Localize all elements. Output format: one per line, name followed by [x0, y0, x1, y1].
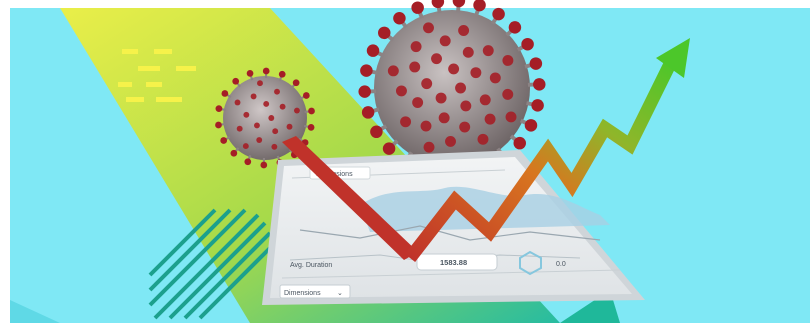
virus-surface-protein [484, 113, 496, 125]
corner-shade [10, 300, 60, 323]
virus-surface-protein [268, 115, 275, 121]
virus-surface-protein [242, 143, 249, 150]
virus-surface-protein [460, 100, 472, 112]
falling-trend-line [282, 136, 418, 260]
tablet-right-value: 0.0 [556, 261, 566, 268]
virus-surface-protein [439, 35, 451, 47]
virus-surface-protein [412, 97, 424, 108]
virus-spike-tip [358, 85, 371, 98]
virus-spike-tip [302, 92, 310, 99]
virus-spike-tip [411, 1, 424, 14]
virus-surface-protein [236, 125, 243, 132]
virus-surface-protein [489, 72, 501, 84]
virus-surface-protein [395, 85, 407, 97]
dash-pattern [118, 49, 196, 102]
virus-surface-protein [455, 82, 467, 94]
virus-surface-protein [420, 120, 432, 132]
virus-surface-protein [272, 128, 279, 135]
virus-surface-protein [257, 80, 263, 87]
virus-spike-tip [278, 70, 286, 78]
virus-surface-protein [462, 46, 474, 58]
virus-spike-tip [232, 77, 240, 85]
virus-spike-tip [220, 137, 228, 144]
virus-spike-tip [533, 78, 546, 91]
virus-surface-protein [286, 123, 293, 130]
virus-surface-protein [234, 99, 241, 106]
virus-surface-protein [445, 135, 456, 147]
virus-spike-tip [361, 106, 375, 119]
virus-surface-protein [502, 54, 514, 66]
virus-spike-tip [521, 37, 534, 51]
tablet-left-label: Avg. Duration [290, 262, 332, 269]
virus-spike-tip [473, 0, 486, 12]
virus-surface-protein [263, 101, 270, 107]
virus-surface-protein [459, 121, 471, 133]
tablet-dropdown-label: Dimensions [284, 290, 321, 297]
virus-spike-tip [378, 26, 391, 40]
virus-surface-protein [271, 143, 278, 150]
virus-spike-tip [292, 79, 300, 87]
virus-spike-tip [215, 121, 222, 129]
virus-spike-tip [260, 161, 268, 169]
stripe-pattern [148, 208, 277, 320]
virus-surface-protein [250, 93, 257, 100]
virus-surface-protein [400, 116, 412, 128]
virus-icon [358, 0, 546, 182]
virus-surface-protein [256, 137, 263, 143]
virus-surface-protein [505, 111, 517, 123]
virus-spike-tip [244, 158, 252, 166]
virus-surface-protein [387, 65, 399, 77]
virus-spike-tip [382, 142, 396, 155]
virus-surface-protein [293, 107, 300, 114]
virus-surface-protein [438, 112, 450, 124]
virus-surface-protein [279, 103, 286, 110]
virus-spike-tip [513, 136, 526, 150]
virus-spike-tip [221, 90, 229, 97]
virus-spike-tip [262, 67, 270, 75]
virus-spike-tip [524, 119, 538, 132]
virus-spike-tip [529, 57, 543, 70]
virus-spike-tip [531, 99, 544, 112]
virus-spike-tip [366, 44, 380, 57]
trend-arrow-icon [404, 38, 690, 262]
virus-surface-protein [477, 133, 489, 145]
virus-surface-protein [423, 22, 434, 34]
virus-spike-tip [308, 107, 315, 115]
virus-spike-tip [246, 70, 254, 77]
virus-surface-protein [448, 63, 460, 75]
virus-spike-tip [307, 123, 315, 131]
virus-surface-protein [423, 141, 435, 153]
virus-spike-tip [393, 11, 406, 25]
virus-surface-protein [254, 122, 260, 129]
virus-spike-tip [431, 0, 445, 9]
virus-surface-protein [243, 111, 250, 118]
virus-surface-protein [458, 25, 470, 36]
virus-spike-tip [508, 21, 522, 34]
virus-spike-tip [492, 7, 505, 21]
virus-surface-protein [410, 41, 422, 53]
virus-spike-tip [215, 105, 223, 113]
virus-surface-protein [274, 88, 280, 95]
virus-surface-protein [435, 92, 447, 104]
virus-surface-protein [431, 53, 442, 65]
tablet-value: 1583.88 [440, 258, 467, 267]
virus-surface-protein [502, 88, 514, 100]
virus-spike-tip [230, 149, 238, 157]
virus-surface-protein [421, 78, 433, 90]
virus-surface-protein [482, 45, 494, 57]
virus-surface-protein [409, 61, 421, 73]
tablet-icon: Dimensions Avg. Duration 1583.88 0.0 Dim… [262, 150, 645, 305]
virus-spike-tip [452, 0, 466, 8]
chevron-down-icon: ⌄ [337, 289, 343, 297]
virus-spike-tip [370, 125, 383, 139]
virus-surface-protein [479, 94, 491, 106]
virus-spike-tip [360, 64, 373, 77]
virus-surface-protein [470, 67, 482, 79]
